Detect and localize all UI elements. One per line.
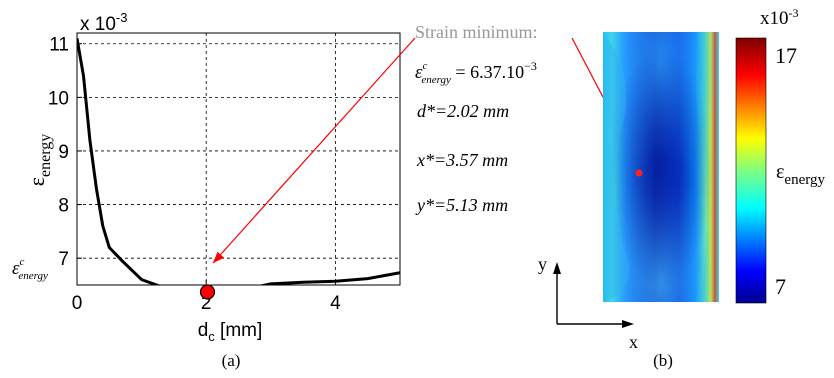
arrow-head-curve bbox=[213, 251, 225, 263]
y-tick-label: 7 bbox=[58, 249, 69, 270]
line-chart-panel: 0 2 4 7 8 9 10 11 x 10-3 εenergy dc [mm] εc ener… bbox=[12, 10, 401, 370]
y-tick-label: 8 bbox=[58, 196, 69, 217]
y-tick-label: 11 bbox=[49, 35, 69, 56]
annotation-y-star: y*=5.13 mm bbox=[415, 195, 508, 215]
x-tick-label: 4 bbox=[330, 293, 341, 314]
y-axis-indicator-label: y bbox=[538, 254, 547, 274]
reference-line-label: εc energy bbox=[12, 256, 48, 282]
panel-label-b: (b) bbox=[653, 351, 673, 370]
arrow-to-curve-minimum bbox=[212, 37, 416, 264]
x-axis-indicator-label: x bbox=[629, 332, 638, 352]
axis-ticks bbox=[76, 43, 336, 285]
annotation-d-star: d*=2.02 mm bbox=[417, 101, 509, 121]
y-axis-label: εenergy bbox=[24, 134, 54, 187]
colorbar-max-label: 17 bbox=[775, 43, 797, 68]
minimum-annotation: Strain minimum: εc energy = 6.37.10−3 d*=… bbox=[212, 22, 637, 264]
y-scale-note: x 10-3 bbox=[80, 10, 127, 35]
x-tick-label: 2 bbox=[201, 293, 212, 314]
xy-axes-indicator bbox=[553, 262, 634, 328]
colorbar bbox=[735, 37, 767, 304]
heatmap-panel: x10-3 17 7 εenergy y x (b) bbox=[538, 6, 825, 370]
chart-grid bbox=[76, 33, 400, 285]
y-tick-label: 9 bbox=[58, 142, 69, 163]
annotation-x-star: x*=3.57 mm bbox=[416, 150, 508, 170]
colorbar-min-label: 7 bbox=[775, 274, 786, 299]
map-minimum-point bbox=[635, 169, 643, 177]
strain-heatmap bbox=[603, 32, 719, 302]
minimum-marker bbox=[199, 284, 216, 300]
annotation-title: Strain minimum: bbox=[415, 22, 538, 42]
plot-frame bbox=[76, 32, 401, 286]
x-axis-label: dc [mm] bbox=[198, 320, 263, 344]
annotation-eps-value: εc energy = 6.37.10−3 bbox=[415, 59, 537, 86]
series-line bbox=[77, 38, 400, 285]
panel-label-a: (a) bbox=[222, 351, 241, 370]
colorbar-label: εenergy bbox=[776, 161, 825, 188]
y-tick-label: 10 bbox=[48, 88, 69, 109]
colorbar-scale-note: x10-3 bbox=[760, 6, 799, 29]
tick-labels: 0 2 4 7 8 9 10 11 bbox=[48, 35, 341, 314]
x-tick-label: 0 bbox=[72, 293, 83, 314]
